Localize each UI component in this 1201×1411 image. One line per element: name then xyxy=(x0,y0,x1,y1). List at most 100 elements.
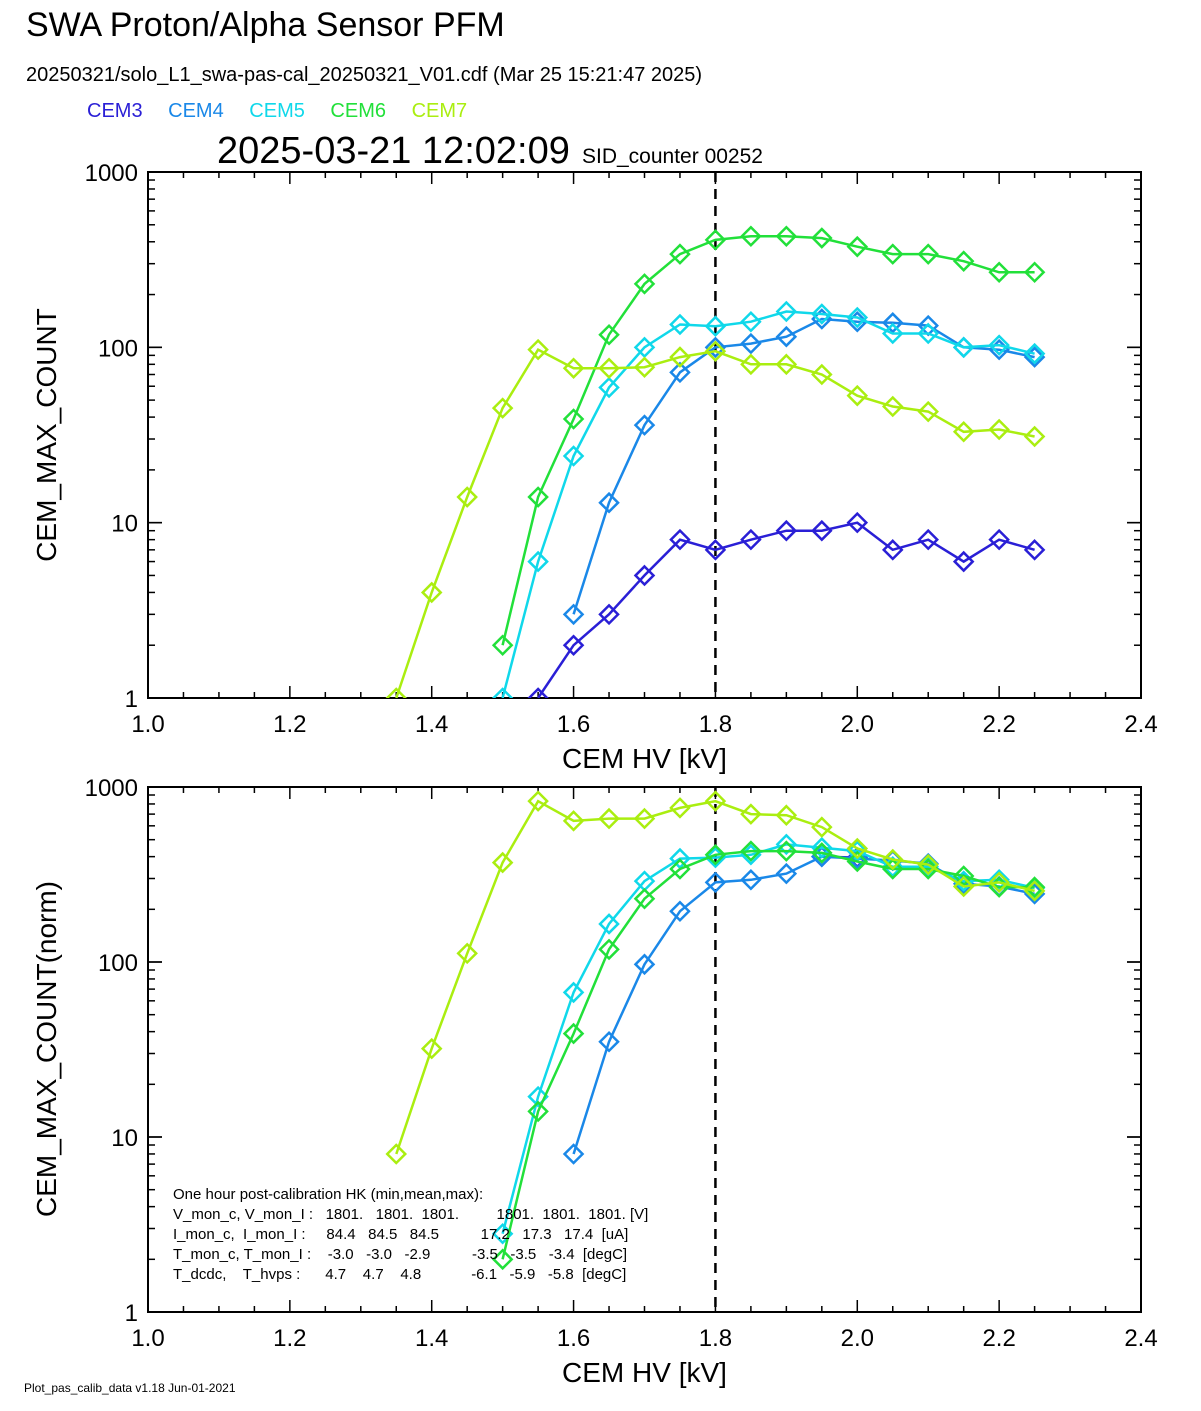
data-point-cem4 xyxy=(669,361,691,384)
legend-item-cem7: CEM7 xyxy=(411,100,468,122)
data-point-cem6 xyxy=(598,938,620,961)
data-point-cem7 xyxy=(420,581,443,604)
datetime-label: 2025-03-21 12:02:09 xyxy=(217,130,570,172)
data-point-cem3 xyxy=(846,511,869,534)
data-point-cem3 xyxy=(527,687,549,698)
data-point-cem7 xyxy=(669,797,691,819)
data-point-cem5 xyxy=(881,322,904,345)
data-point-cem7 xyxy=(881,395,904,418)
data-point-cem7 xyxy=(988,418,1010,441)
data-point-cem4 xyxy=(704,871,727,894)
data-point-cem3 xyxy=(988,528,1010,551)
data-point-cem5 xyxy=(952,336,975,359)
x-tick-label: 1.6 xyxy=(557,1325,590,1352)
data-point-cem5 xyxy=(988,869,1010,891)
data-point-cem7 xyxy=(811,363,833,386)
x-tick-label: 1.0 xyxy=(131,1325,164,1352)
data-point-cem7 xyxy=(775,353,798,376)
data-point-cem6 xyxy=(740,225,762,248)
data-point-cem5 xyxy=(775,300,798,323)
legend: CEM3 CEM4 CEM5 CEM6 CEM7 xyxy=(87,100,487,123)
data-point-cem5 xyxy=(811,303,833,325)
data-point-cem7 xyxy=(1023,880,1046,902)
series-line-cem7 xyxy=(395,799,1035,1155)
data-point-cem5 xyxy=(1023,342,1046,365)
series-group xyxy=(385,790,1046,1271)
bottom-chart-panel: 1.0 1.2 1.4 1.6 1.8 2.0 2.2 2.4 1 10 100 1000 CEM HV… xyxy=(31,775,1158,1388)
data-point-cem4 xyxy=(775,325,798,348)
data-point-cem6 xyxy=(491,1248,514,1271)
file-subtitle: 20250321/solo_L1_swa-pas-cal_20250321_V0… xyxy=(26,64,703,86)
y-axis-label: CEM_MAX_COUNT xyxy=(31,308,62,562)
legend-item-cem3: CEM3 xyxy=(87,100,143,122)
data-point-cem6 xyxy=(775,225,798,248)
data-point-cem7 xyxy=(917,853,939,876)
x-tick-label: 1.2 xyxy=(273,711,306,738)
data-point-cem6 xyxy=(846,235,869,258)
x-tick-label: 1.2 xyxy=(273,1325,306,1352)
series-line-cem5 xyxy=(501,310,1035,698)
x-tick-label: 1.8 xyxy=(699,1325,732,1352)
legend-item-cem5: CEM5 xyxy=(249,100,305,122)
data-point-cem6 xyxy=(669,858,691,880)
data-point-cem7 xyxy=(562,357,585,379)
data-point-cem6 xyxy=(881,243,904,265)
data-point-cem5 xyxy=(527,1085,549,1108)
data-point-cem6 xyxy=(775,840,798,862)
data-point-cem7 xyxy=(881,848,904,871)
legend-item-cem4: CEM4 xyxy=(168,100,224,122)
hk-table-row: V_mon_c, V_mon_I : 1801. 1801. 1801. 180… xyxy=(173,1206,648,1223)
data-point-cem5 xyxy=(704,315,727,337)
data-point-cem7 xyxy=(598,357,620,379)
data-point-cem5 xyxy=(669,313,691,336)
x-tick-label: 1.4 xyxy=(415,711,448,738)
data-point-cem7 xyxy=(491,851,514,874)
data-point-cem5 xyxy=(598,913,620,935)
y-tick-label: 100 xyxy=(98,950,138,977)
series-line-cem6 xyxy=(501,849,1035,1260)
data-point-cem6 xyxy=(562,1022,585,1045)
data-point-cem4 xyxy=(740,869,762,891)
data-point-cem3 xyxy=(1023,539,1046,561)
data-point-cem4 xyxy=(562,603,585,626)
data-point-cem6 xyxy=(633,273,656,295)
data-point-cem7 xyxy=(385,1143,408,1165)
data-point-cem5 xyxy=(562,445,585,467)
hk-table-row: T_dcdc, T_hvps : 4.7 4.7 4.8 -6.1 -5.9 -… xyxy=(173,1266,626,1283)
data-point-cem3 xyxy=(562,634,585,656)
data-point-cem7 xyxy=(456,942,478,965)
data-point-cem7 xyxy=(988,871,1010,894)
y-tick-label: 100 xyxy=(98,335,138,362)
data-point-cem5 xyxy=(633,336,656,359)
data-point-cem3 xyxy=(598,603,620,626)
data-point-cem7 xyxy=(491,397,514,419)
sid-counter-label: SID_counter 00252 xyxy=(582,145,763,168)
data-point-cem4 xyxy=(562,1143,585,1165)
data-point-cem3 xyxy=(704,539,727,561)
data-point-cem6 xyxy=(562,408,585,430)
x-tick-label: 1.0 xyxy=(131,711,164,738)
data-point-cem7 xyxy=(952,875,975,898)
data-point-cem4 xyxy=(775,862,798,885)
y-tick-label: 1 xyxy=(125,1300,138,1327)
series-line-cem7 xyxy=(395,348,1035,698)
x-tick-label: 1.8 xyxy=(699,711,732,738)
data-point-cem3 xyxy=(633,564,656,587)
y-tick-label: 10 xyxy=(111,1125,138,1152)
data-point-cem7 xyxy=(562,810,585,832)
data-point-cem7 xyxy=(456,486,478,508)
y-tick-label: 1000 xyxy=(85,160,138,187)
data-point-cem7 xyxy=(1023,425,1046,448)
series-group xyxy=(385,225,1046,698)
data-point-cem5 xyxy=(598,376,620,399)
data-point-cem7 xyxy=(420,1037,443,1060)
series-line-cem5 xyxy=(501,843,1035,1235)
data-point-cem5 xyxy=(846,840,869,862)
data-point-cem5 xyxy=(811,836,833,859)
data-point-cem5 xyxy=(527,550,549,573)
data-point-cem4 xyxy=(846,310,869,333)
data-point-cem6 xyxy=(669,243,691,265)
data-point-cem6 xyxy=(846,850,869,873)
data-point-cem3 xyxy=(917,528,939,551)
